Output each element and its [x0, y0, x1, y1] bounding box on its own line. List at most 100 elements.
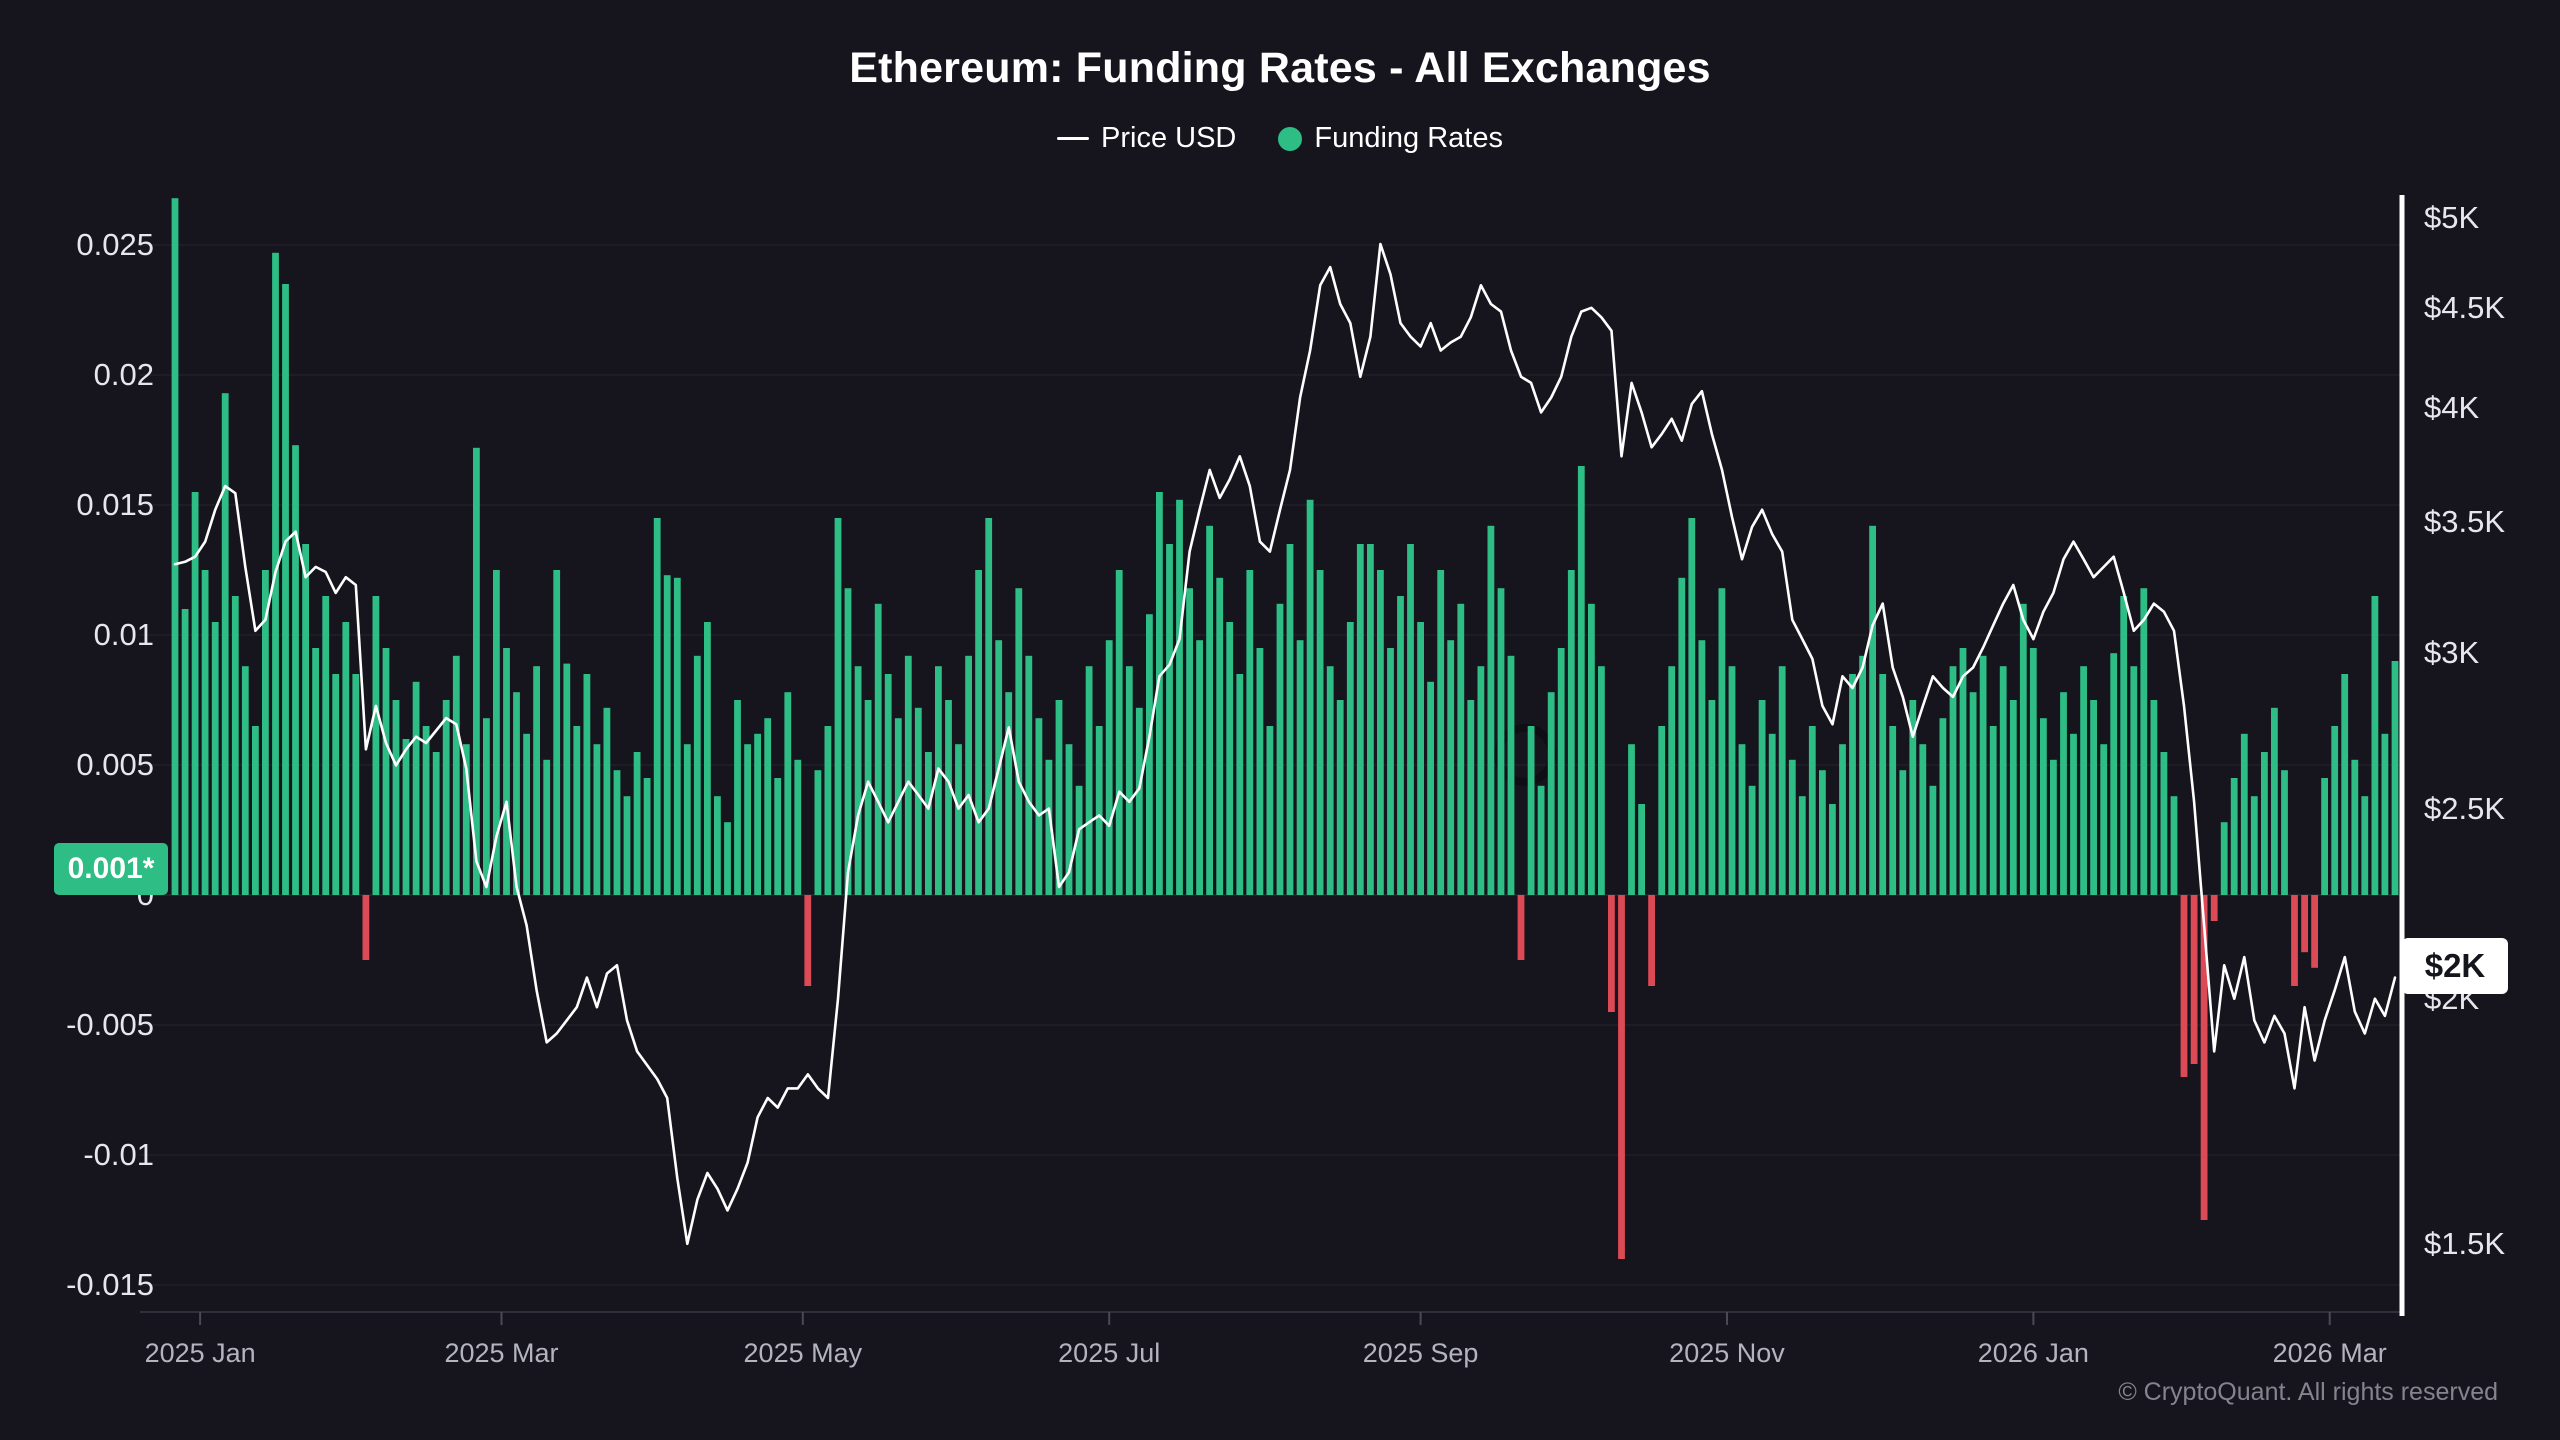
- funding-rate-bar[interactable]: [1969, 692, 1977, 895]
- funding-rate-bar[interactable]: [473, 447, 480, 895]
- funding-rate-bar[interactable]: [2120, 596, 2128, 895]
- funding-rate-bar[interactable]: [704, 622, 711, 895]
- funding-rate-bar[interactable]: [1467, 700, 1475, 895]
- funding-rate-bar[interactable]: [342, 622, 350, 895]
- funding-rate-bar[interactable]: [1788, 759, 1796, 895]
- funding-rate-bar[interactable]: [1959, 648, 1967, 895]
- funding-rate-bar[interactable]: [1879, 674, 1887, 895]
- funding-rate-bar[interactable]: [2271, 707, 2278, 895]
- funding-rate-bar[interactable]: [452, 655, 460, 895]
- funding-rate-bar[interactable]: [2009, 700, 2017, 895]
- funding-rate-bar[interactable]: [402, 739, 410, 895]
- funding-rate-bar[interactable]: [2140, 588, 2148, 895]
- funding-rate-bar[interactable]: [422, 726, 430, 895]
- funding-rate-bar[interactable]: [1437, 570, 1445, 895]
- funding-rate-bar[interactable]: [2019, 603, 2027, 895]
- funding-rate-bar[interactable]: [754, 733, 761, 895]
- funding-rate-bar[interactable]: [1638, 804, 1645, 895]
- funding-rate-bar[interactable]: [2261, 752, 2268, 895]
- funding-rate-bar[interactable]: [2070, 733, 2077, 895]
- funding-rate-bar[interactable]: [1015, 588, 1023, 895]
- funding-rate-bar-negative[interactable]: [2190, 895, 2198, 1064]
- funding-rate-bar[interactable]: [2230, 778, 2238, 895]
- funding-rate-bar[interactable]: [2240, 733, 2248, 895]
- funding-rate-bar-negative[interactable]: [1608, 895, 1615, 1012]
- funding-rate-bar[interactable]: [483, 718, 490, 895]
- funding-rate-bar[interactable]: [975, 570, 982, 895]
- funding-rate-bar[interactable]: [2351, 759, 2359, 895]
- funding-rate-bar[interactable]: [231, 596, 239, 895]
- funding-rate-bar[interactable]: [1457, 603, 1465, 895]
- funding-rate-bar[interactable]: [593, 744, 601, 895]
- funding-rate-bar[interactable]: [1748, 785, 1756, 895]
- funding-rate-bar[interactable]: [1537, 785, 1545, 895]
- funding-rate-bar[interactable]: [533, 666, 540, 895]
- funding-rate-bar[interactable]: [1688, 518, 1696, 895]
- funding-rate-bar[interactable]: [1497, 588, 1505, 895]
- funding-rate-bar[interactable]: [945, 700, 952, 895]
- funding-rate-bar[interactable]: [1839, 744, 1846, 895]
- funding-rate-bar[interactable]: [1266, 726, 1274, 895]
- funding-rate-bar[interactable]: [563, 663, 571, 895]
- funding-rate-bar[interactable]: [523, 733, 530, 895]
- funding-rate-bar[interactable]: [1176, 499, 1183, 895]
- funding-rate-bar[interactable]: [683, 744, 691, 895]
- funding-rate-bar[interactable]: [1658, 726, 1666, 895]
- funding-rate-bar-negative[interactable]: [1648, 895, 1655, 986]
- funding-rate-bar[interactable]: [734, 700, 741, 895]
- funding-rate-bar[interactable]: [1919, 744, 1927, 895]
- funding-rate-bar[interactable]: [181, 609, 189, 895]
- funding-rate-bar[interactable]: [2060, 692, 2067, 895]
- funding-rate-bar[interactable]: [241, 666, 249, 895]
- funding-rate-bar[interactable]: [2170, 796, 2178, 895]
- funding-rate-bar[interactable]: [583, 674, 591, 895]
- funding-rate-bar-negative[interactable]: [1517, 895, 1525, 960]
- funding-rate-bar[interactable]: [1527, 726, 1535, 895]
- funding-rate-bar[interactable]: [372, 596, 380, 895]
- funding-rate-bar[interactable]: [503, 648, 510, 895]
- funding-rate-bar[interactable]: [693, 655, 701, 895]
- funding-rate-bar[interactable]: [1035, 718, 1043, 895]
- funding-rate-bar[interactable]: [1276, 603, 1284, 895]
- funding-rate-bar-negative[interactable]: [362, 895, 370, 960]
- funding-rate-bar[interactable]: [1949, 666, 1957, 895]
- funding-rate-bar[interactable]: [914, 707, 922, 895]
- funding-rate-bar[interactable]: [1829, 804, 1836, 895]
- funding-rate-bar[interactable]: [1477, 666, 1485, 895]
- funding-rate-bar[interactable]: [493, 570, 500, 895]
- funding-rate-bar-negative[interactable]: [2291, 895, 2298, 986]
- funding-rate-bar[interactable]: [221, 393, 229, 895]
- funding-rate-bar[interactable]: [1738, 744, 1746, 895]
- funding-rate-bar[interactable]: [1166, 544, 1173, 895]
- funding-rate-bar[interactable]: [774, 778, 782, 895]
- funding-rate-bar[interactable]: [2331, 726, 2339, 895]
- funding-rate-bar[interactable]: [1929, 785, 1937, 895]
- funding-rate-bar[interactable]: [2100, 744, 2108, 895]
- funding-rate-bar[interactable]: [2381, 733, 2389, 895]
- funding-rate-bar[interactable]: [2250, 796, 2258, 895]
- funding-rate-bar[interactable]: [382, 648, 390, 895]
- funding-rate-bar[interactable]: [1678, 577, 1686, 895]
- funding-rate-bar[interactable]: [1236, 674, 1244, 895]
- funding-rate-bar[interactable]: [884, 674, 892, 895]
- funding-rate-bar[interactable]: [543, 759, 551, 895]
- funding-rate-bar[interactable]: [2341, 674, 2349, 895]
- funding-rate-bar[interactable]: [2160, 752, 2168, 895]
- funding-rate-bar[interactable]: [854, 666, 862, 895]
- funding-rate-bar[interactable]: [1487, 525, 1495, 895]
- funding-rate-bar[interactable]: [1859, 655, 1866, 895]
- funding-rate-bar[interactable]: [663, 575, 671, 895]
- funding-rate-bar[interactable]: [1387, 648, 1394, 895]
- funding-rate-bar-negative[interactable]: [2311, 895, 2318, 968]
- funding-rate-bar[interactable]: [1758, 700, 1766, 895]
- funding-rate-bar[interactable]: [1377, 570, 1384, 895]
- funding-rate-bar[interactable]: [1105, 640, 1113, 895]
- funding-rate-bar[interactable]: [171, 198, 179, 895]
- funding-rate-bar[interactable]: [1186, 588, 1193, 895]
- funding-rate-bar[interactable]: [191, 492, 199, 895]
- funding-rate-bar[interactable]: [1798, 796, 1806, 895]
- funding-rate-bar[interactable]: [1999, 666, 2007, 895]
- funding-rate-bar[interactable]: [292, 445, 299, 895]
- funding-rate-bar[interactable]: [352, 674, 360, 895]
- funding-rate-bar-negative[interactable]: [2180, 895, 2188, 1077]
